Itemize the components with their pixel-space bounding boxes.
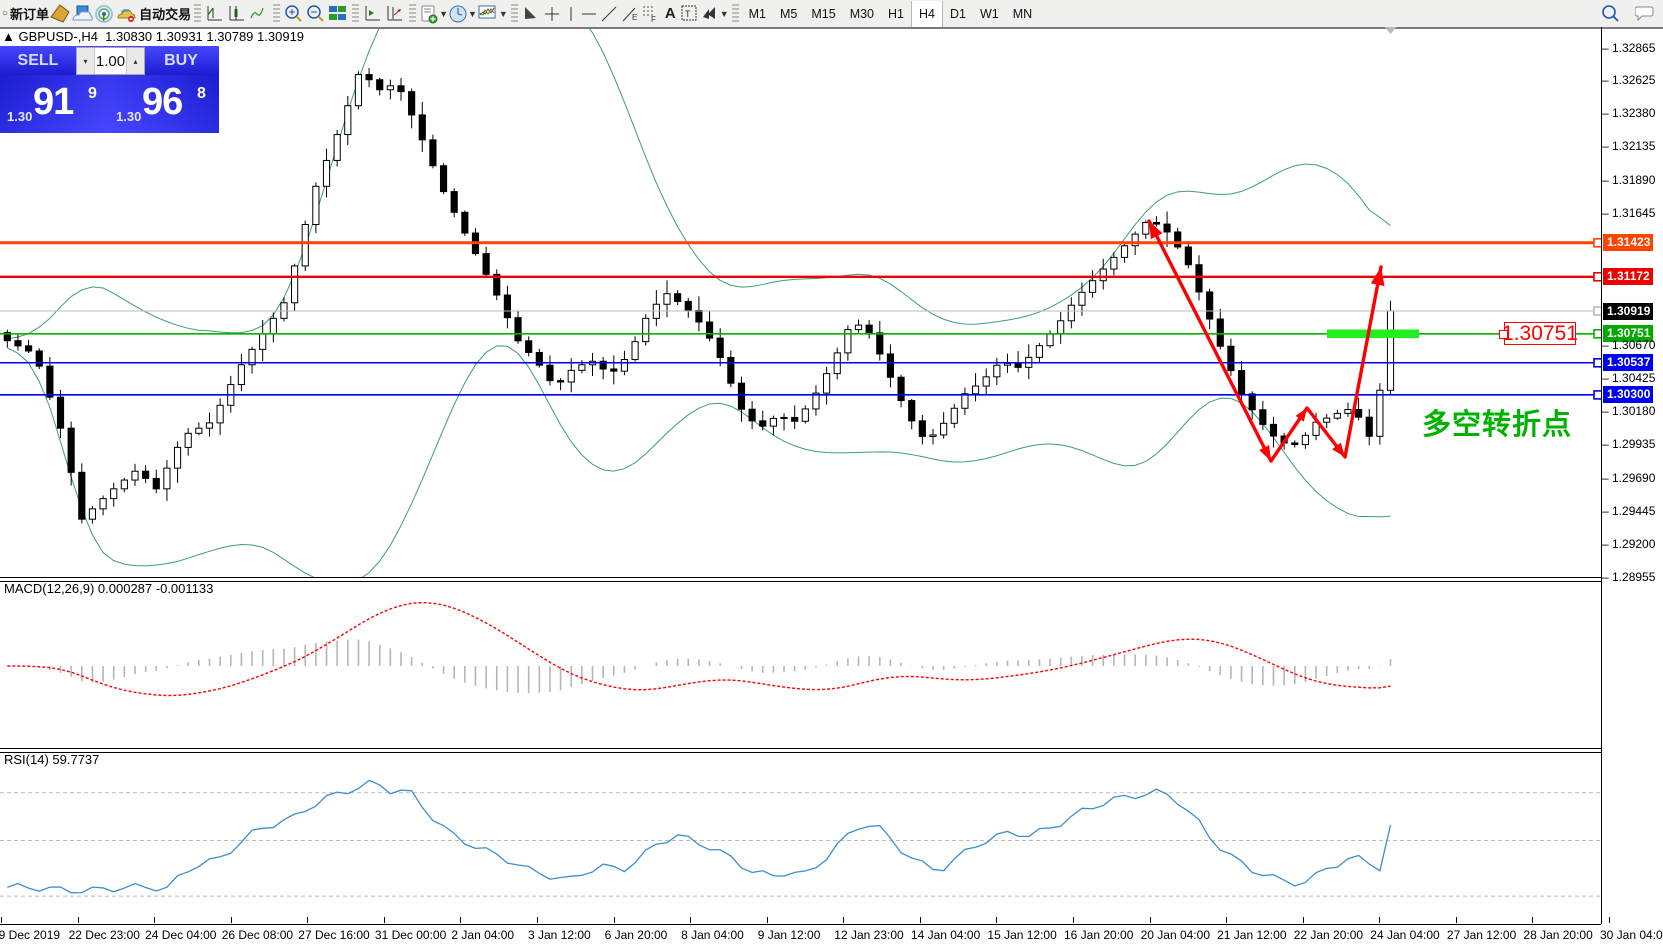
svg-text:MACD(12,26,9) 0.000287 -0.0011: MACD(12,26,9) 0.000287 -0.001133 [4,581,213,596]
svg-text:T: T [685,9,691,19]
svg-text:E: E [632,13,637,22]
svg-text:F: F [651,15,656,24]
svg-text:RSI(14) 59.7737: RSI(14) 59.7737 [4,752,99,767]
